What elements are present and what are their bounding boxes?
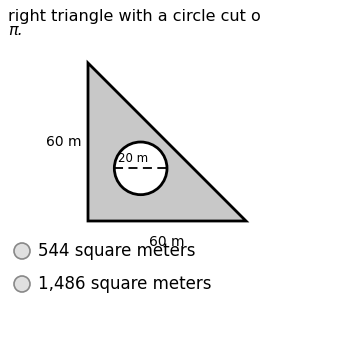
Text: π.: π. (8, 23, 23, 38)
Circle shape (14, 243, 30, 259)
Text: 60 m: 60 m (47, 135, 82, 149)
Text: 20 m: 20 m (118, 152, 149, 165)
Circle shape (114, 142, 167, 195)
Text: 544 square meters: 544 square meters (38, 242, 196, 260)
Text: 60 m: 60 m (149, 235, 185, 249)
Text: right triangle with a circle cut o: right triangle with a circle cut o (8, 9, 261, 24)
Polygon shape (88, 63, 246, 221)
Circle shape (14, 276, 30, 292)
Text: 1,486 square meters: 1,486 square meters (38, 275, 211, 293)
